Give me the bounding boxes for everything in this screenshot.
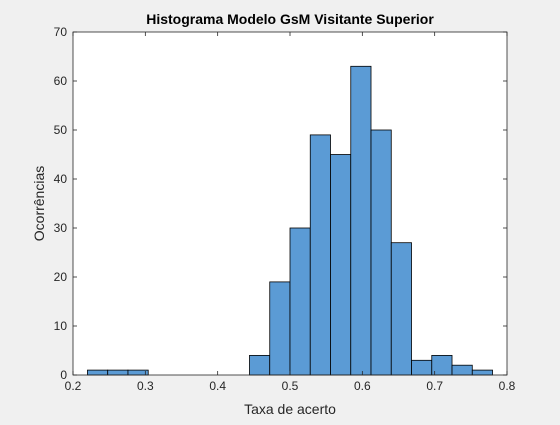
- y-axis-label: Ocorrências: [31, 166, 47, 241]
- y-tick-label: 10: [54, 319, 68, 333]
- y-tick-label: 30: [54, 221, 68, 235]
- y-tick-label: 70: [54, 25, 68, 39]
- y-tick-label: 40: [54, 172, 68, 186]
- histogram-bar: [87, 369, 109, 376]
- x-tick-label: 0.3: [137, 379, 154, 393]
- histogram-bar: [249, 354, 271, 376]
- x-tick-label: 0.6: [354, 379, 371, 393]
- histogram-bar: [309, 134, 331, 376]
- histogram-bar: [330, 154, 352, 376]
- x-ticks: 0.2 0.3 0.4 0.5 0.6 0.7 0.8: [65, 32, 516, 393]
- y-tick-label: 0: [60, 368, 67, 382]
- histogram-bar: [350, 65, 372, 376]
- histogram-bar: [471, 369, 493, 376]
- x-tick-label: 0.5: [282, 379, 299, 393]
- x-tick-label: 0.8: [499, 379, 516, 393]
- x-tick-label: 0.7: [426, 379, 443, 393]
- y-tick-label: 20: [54, 270, 68, 284]
- chart-title: Histograma Modelo GsM Visitante Superior: [146, 11, 434, 27]
- histogram-bar: [390, 242, 412, 376]
- y-tick-label: 50: [54, 123, 68, 137]
- y-ticks: 0 10 20 30 40 50 60 70: [54, 25, 507, 382]
- histogram-bar: [370, 129, 392, 376]
- y-tick-label: 60: [54, 74, 68, 88]
- x-tick-label: 0.4: [209, 379, 226, 393]
- histogram-bar: [411, 359, 433, 376]
- histogram-bar: [107, 369, 129, 376]
- x-tick-label: 0.2: [65, 379, 82, 393]
- x-axis-label: Taxa de acerto: [244, 401, 336, 417]
- histogram-bar: [289, 227, 311, 376]
- histogram-bar: [269, 281, 291, 376]
- histogram-bar: [451, 364, 473, 376]
